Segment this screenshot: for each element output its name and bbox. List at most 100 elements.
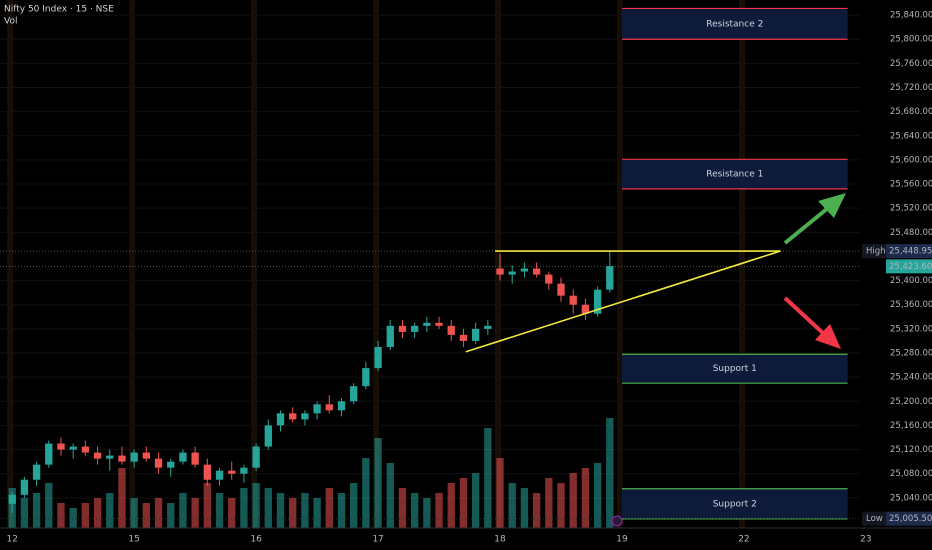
candle-body [350,386,358,402]
candle-body [240,467,248,474]
candle-body [81,446,90,453]
candle-body [313,404,321,414]
candle-body [106,455,114,459]
zone-label: Resistance 1 [706,170,763,180]
up-arrow [783,193,846,245]
low-value-box [886,511,932,526]
volume-bar [459,478,468,528]
session-separator [129,0,136,528]
volume-bar [81,503,90,528]
candle-body [191,452,199,465]
chart-title: Nifty 50 Index · 15 · NSE [4,5,114,15]
volume-bar [520,488,529,528]
volume-bar [276,493,285,528]
volume-bar [593,463,602,528]
candle-body [581,304,590,314]
y-tick-label: 25,160.00 [890,421,932,431]
y-tick-label: 25,680.00 [890,107,932,117]
candle-body [45,443,53,465]
candle-body [154,458,163,468]
volume-bar [581,468,590,528]
y-tick-label: 25,800.00 [890,35,932,45]
volume-bar [264,488,272,528]
candle-body [203,464,211,480]
volume-bar [57,503,65,528]
candle-body [593,289,602,314]
volume-bar [374,438,382,528]
volume-label: Vol [4,17,17,27]
candle-body [264,425,272,447]
candle-body [471,328,480,341]
high-value: 25,448.95 [889,247,932,257]
x-tick-label: 19 [616,535,628,545]
y-tick-label: 25,360.00 [890,300,932,310]
candle-body [130,452,138,462]
candle-body [410,325,419,332]
y-tick-label: 25,200.00 [890,397,932,407]
candle-body [362,368,370,387]
zone [621,8,848,40]
candle-body [69,446,77,450]
volume-bar [118,468,126,528]
candle-body [228,470,236,474]
high-name: High [866,247,886,257]
volume-bar [240,488,248,528]
volume-bar [215,493,224,528]
candle-body [569,295,577,305]
y-tick-label: 25,760.00 [890,59,932,69]
session-separator [7,0,14,528]
volume-bar [484,428,492,528]
candle-body [557,283,565,296]
candle-body [276,413,285,426]
volume-bar [447,483,455,528]
session-separator [373,0,380,528]
x-tick-label: 23 [860,535,871,545]
candle-body [496,268,504,275]
volume-bar [508,483,516,528]
candle-body [32,464,41,480]
last-value-box [886,259,932,274]
volume-bar [386,463,394,528]
volume-bar [130,498,138,528]
y-tick-label: 25,560.00 [890,180,932,190]
y-tick-label: 25,640.00 [890,131,932,141]
candle-body [142,452,151,459]
volume-bar [289,498,297,528]
zone-label: Support 2 [713,499,757,509]
y-tick-label: 25,120.00 [890,445,932,455]
candle-body [398,325,407,332]
volume-bar [337,493,346,528]
x-tick-label: 17 [372,535,383,545]
y-tick-label: 25,400.00 [890,276,932,286]
candle-body [289,413,297,420]
high-name-box [862,244,886,259]
candle-body [459,334,468,341]
x-tick-label: 15 [128,535,139,545]
session-separator [495,0,502,528]
candle-body [606,266,614,290]
volume-bar [154,498,163,528]
candle-body [484,325,492,329]
volume-bar [557,483,565,528]
volume-bar [313,498,321,528]
candle-body [20,479,29,495]
candle-body [423,322,431,326]
y-tick-label: 25,480.00 [890,228,932,238]
candle-body [325,404,333,411]
volume-bar [362,458,370,528]
last-value: 25,423.60 [889,262,932,272]
volume-bar [106,493,114,528]
volume-bar [32,493,41,528]
volume-bar [471,473,480,528]
candle-body [167,461,175,468]
volume-bar [569,473,577,528]
y-tick-label: 25,320.00 [890,324,932,334]
candle-body [386,325,394,347]
x-tick-label: 22 [738,535,749,545]
y-tick-label: 25,240.00 [890,373,932,383]
zone-label: Support 1 [713,364,757,374]
candle-body [374,346,382,369]
low-name-box [862,511,886,526]
